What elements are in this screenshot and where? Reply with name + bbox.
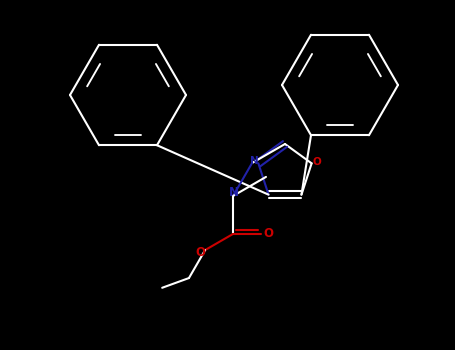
- Text: N: N: [229, 187, 239, 199]
- Text: O: O: [312, 158, 321, 167]
- Text: O: O: [195, 246, 205, 259]
- Text: N: N: [250, 156, 259, 166]
- Text: O: O: [263, 228, 273, 240]
